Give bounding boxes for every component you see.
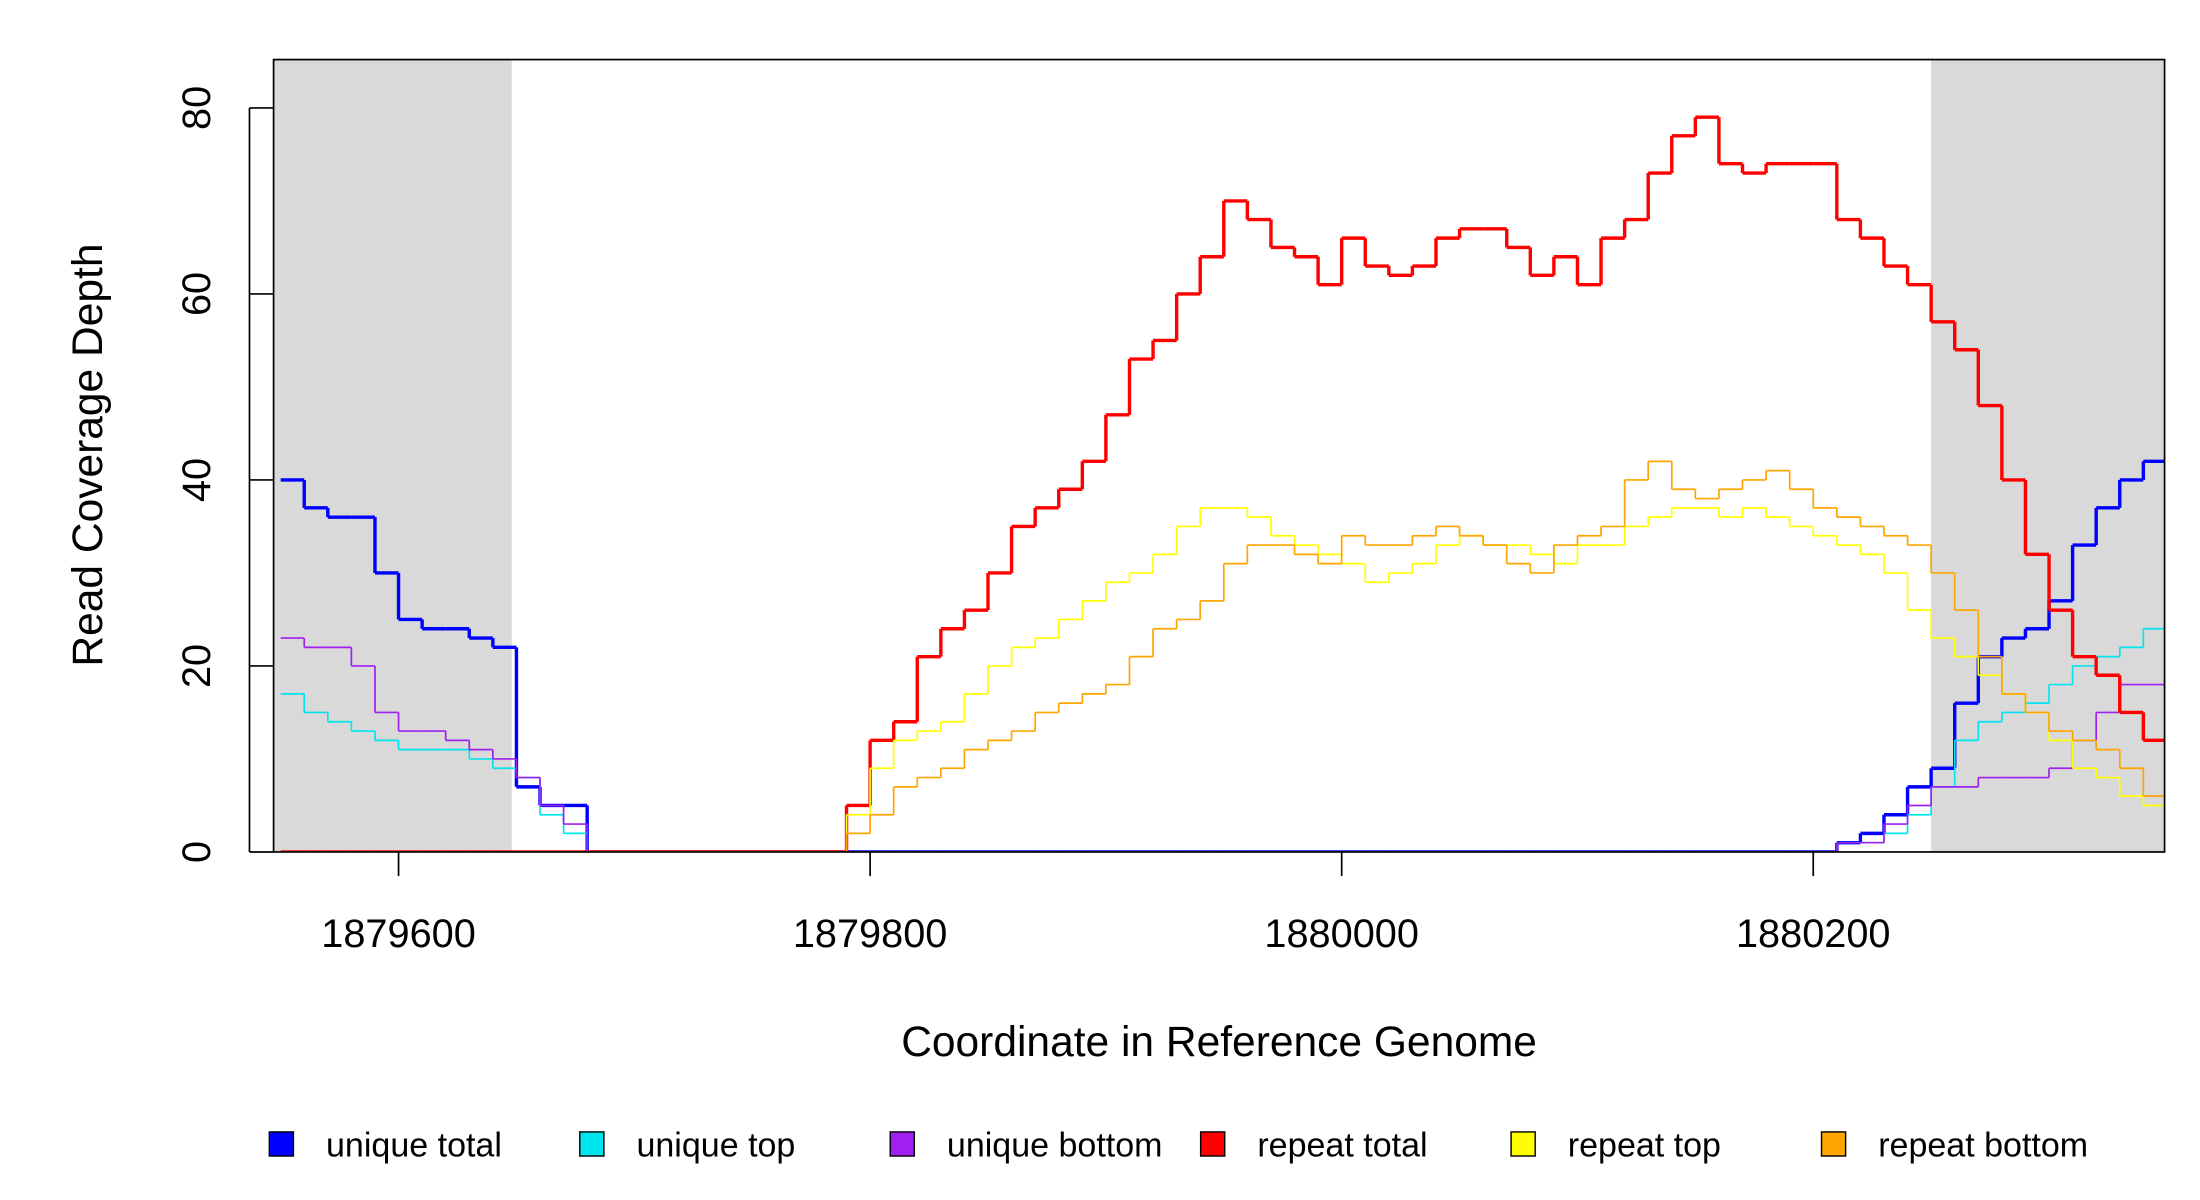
- x-tick-label: 1880200: [1736, 912, 1891, 956]
- y-axis-label: Read Coverage Depth: [65, 244, 112, 667]
- x-tick-label: 1879800: [793, 912, 948, 956]
- x-tick-label: 1880000: [1264, 912, 1419, 956]
- plot-frame: [272, 58, 2166, 853]
- y-tick-label: 20: [175, 644, 219, 688]
- x-axis-label: Coordinate in Reference Genome: [901, 1019, 1537, 1066]
- legend-swatch: [1820, 1131, 1847, 1157]
- series-line: [280, 115, 2165, 852]
- legend-label: unique top: [636, 1127, 795, 1165]
- legend-label: repeat top: [1568, 1127, 1721, 1165]
- y-tick-label: 40: [175, 458, 219, 502]
- legend-swatch: [579, 1131, 605, 1157]
- y-tick-label: 0: [175, 841, 219, 863]
- legend-swatch: [1199, 1131, 1226, 1157]
- legend-label: repeat total: [1257, 1127, 1427, 1165]
- legend-label: unique total: [326, 1127, 502, 1165]
- legend: unique total unique top unique bottom repea…: [268, 1127, 2088, 1165]
- series-line: [280, 460, 2165, 852]
- lines-layer: [280, 115, 2165, 852]
- series-line: [280, 459, 2165, 852]
- shaded-region: [1931, 59, 2165, 852]
- shaded-region: [273, 59, 512, 852]
- legend-swatch: [1510, 1131, 1536, 1157]
- legend-swatch: [268, 1131, 295, 1157]
- y-tick-label: 60: [175, 272, 219, 316]
- series-line: [280, 506, 2165, 852]
- axes-layer: 0 20 40 60 80 1879600 1879800 1880000 1880200: [175, 86, 1891, 956]
- x-tick-label: 1879600: [321, 912, 476, 956]
- series-line: [280, 637, 2165, 852]
- legend-label: unique bottom: [947, 1127, 1163, 1165]
- legend-label: repeat bottom: [1878, 1127, 2088, 1165]
- y-tick-label: 80: [175, 86, 219, 130]
- shade-layer: [273, 59, 2165, 852]
- legend-swatch: [889, 1131, 916, 1157]
